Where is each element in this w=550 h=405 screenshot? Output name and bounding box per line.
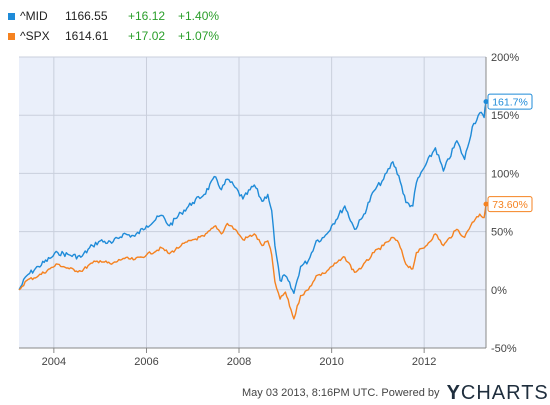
- x-tick-label: 2006: [134, 356, 158, 368]
- spx-change: +17.02: [128, 29, 166, 43]
- spx-price: 1614.61: [65, 29, 109, 43]
- end-label-box: [487, 196, 533, 213]
- timestamp: May 03 2013, 8:16PM UTC.: [242, 387, 379, 399]
- x-tick-label: 2008: [227, 356, 251, 368]
- mid-price: 1166.55: [65, 9, 108, 23]
- series-end-marker: [483, 201, 489, 207]
- legend-row-spx[interactable]: ^SPX 1614.61 +17.02 +1.07%: [8, 26, 219, 46]
- end-labels: 161.7% 73.60%: [483, 93, 533, 213]
- series-line-spx[interactable]: [18, 204, 487, 320]
- x-tick-label: 2004: [42, 356, 66, 368]
- mid-color-swatch: [8, 12, 15, 20]
- mid-symbol: ^MID: [20, 9, 48, 23]
- legend-row-mid[interactable]: ^MID 1166.55 +16.12 +1.40%: [8, 6, 219, 26]
- footer: May 03 2013, 8:16PM UTC. Powered by YCHA…: [242, 382, 549, 405]
- ycharts-logo-y: Y: [446, 382, 461, 404]
- x-tick-label: 2012: [412, 356, 436, 368]
- grid-lines: [19, 56, 486, 349]
- series-end-marker: [483, 99, 489, 105]
- y-tick-label: 100%: [491, 168, 519, 180]
- mid-percent-change: +1.40%: [178, 9, 220, 23]
- series-line-mid[interactable]: [18, 101, 487, 294]
- series-lines: [18, 101, 487, 320]
- end-label-box: [487, 93, 533, 110]
- end-label-text: 73.60%: [492, 199, 528, 211]
- ycharts-logo-text: CHARTS: [460, 382, 549, 404]
- y-tick-label: 0%: [491, 285, 507, 297]
- y-tick-label: 200%: [491, 52, 519, 64]
- end-label-text: 161.7%: [492, 97, 528, 109]
- y-tick-label: 50%: [491, 227, 513, 239]
- spx-symbol: ^SPX: [20, 29, 50, 43]
- axes: -50% 0% 50% 100% 150% 200% 2004 2006 2008 2010 201…: [19, 52, 519, 368]
- plot-background: [19, 57, 486, 348]
- mid-change: +16.12: [128, 9, 166, 23]
- legend: ^MID 1166.55 +16.12 +1.40% ^SPX 1614.61 …: [8, 6, 219, 46]
- powered-by-text: Powered by: [381, 387, 440, 399]
- y-tick-label: 150%: [491, 110, 519, 122]
- ycharts-logo[interactable]: YCHARTS: [447, 382, 549, 404]
- y-tick-label: -50%: [491, 343, 517, 355]
- spx-color-swatch: [8, 32, 15, 40]
- spx-percent-change: +1.07%: [178, 29, 220, 43]
- x-tick-label: 2010: [319, 356, 343, 368]
